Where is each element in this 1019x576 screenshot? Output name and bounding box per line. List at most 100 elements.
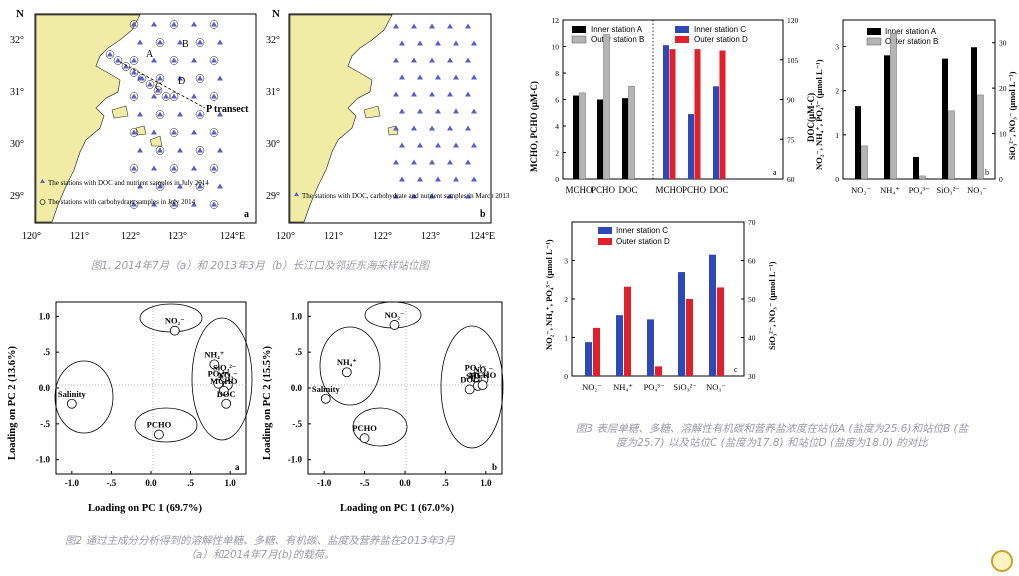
station-marker [417, 176, 423, 182]
station-marker [139, 75, 145, 81]
y-axis-label: Loading on PC 2 (13.6%) [7, 345, 18, 460]
bar [948, 110, 955, 180]
station-ring [155, 110, 165, 119]
point-label: NH₄⁺ [337, 357, 357, 367]
point-label: NO₂⁻ [165, 316, 185, 326]
station-marker [465, 193, 471, 199]
logo-icon [991, 550, 1013, 572]
station-ring [195, 182, 205, 191]
station-marker [435, 176, 441, 182]
tick-label: 2 [835, 87, 839, 96]
tick-label: 70 [748, 218, 756, 227]
panel-letter: a [244, 209, 249, 220]
station-marker [429, 57, 435, 63]
station-marker [177, 183, 183, 189]
station-label-d: D [178, 76, 185, 87]
legend-swatch-d [675, 36, 689, 43]
north-label-b: N [272, 8, 280, 20]
island [363, 105, 381, 119]
station-marker [157, 147, 163, 153]
station-ring [129, 92, 139, 101]
station-marker [171, 165, 177, 171]
y-tick-label: .5 [43, 347, 50, 357]
y-axis-label-right: DOC(μM-C) [806, 93, 816, 142]
station-marker [137, 111, 143, 117]
tick-label: 2 [564, 295, 568, 304]
station-marker [163, 93, 169, 99]
loading-point [154, 429, 164, 440]
lat-label: 30° [10, 139, 24, 150]
station-marker [399, 108, 405, 114]
station-marker [157, 39, 163, 45]
station-marker [191, 201, 197, 207]
station-marker [171, 21, 177, 27]
tick-label: 120 [787, 16, 799, 25]
station-marker [151, 165, 157, 171]
station-marker [131, 129, 137, 135]
legend-label: Inner station C [616, 226, 668, 235]
tick-label: 50 [748, 295, 756, 304]
loading-point [218, 385, 229, 396]
station-marker [447, 57, 453, 63]
bar [719, 50, 726, 179]
station-marker [471, 108, 477, 114]
station-marker [197, 183, 203, 189]
station-marker [131, 57, 137, 63]
point-label: Salinity [312, 384, 341, 394]
station-marker [447, 193, 453, 199]
bar [977, 94, 984, 180]
tick-label: 75 [787, 135, 795, 144]
station-ring [195, 110, 205, 119]
category-label: PCHO [591, 185, 616, 195]
station-ring [169, 128, 179, 137]
station-marker [217, 183, 223, 189]
station-marker [197, 75, 203, 81]
station-marker [137, 39, 143, 45]
tick-label: 1 [564, 334, 568, 343]
fig3-caption: 图3 表层单糖、多糖、溶解性有机碳和营养盐浓度在站位A (盐度为25.6)和站位… [537, 422, 1007, 450]
station-ring [169, 20, 179, 29]
station-ring [113, 56, 123, 65]
station-marker [131, 201, 137, 207]
point-label: NO₂⁻ [385, 310, 405, 320]
category-label: NO₂⁻ [582, 382, 602, 392]
x-tick-label: -.5 [360, 478, 370, 488]
station-marker [157, 183, 163, 189]
island [111, 105, 129, 119]
loading-point [221, 398, 232, 409]
bar [884, 55, 890, 180]
category-label: NO₃⁻ [967, 185, 987, 195]
point-label: NO₃⁻ [474, 364, 494, 374]
station-marker [447, 23, 453, 29]
y-axis-label-left: NO₂⁻, NH₄⁺, PO₄³⁻ (μmol L⁻¹) [544, 239, 554, 350]
legend-text: The stations with DOC, carbohydrate and … [302, 192, 510, 200]
fig2-caption-line: 图2 通过主成分分析得到的溶解性单糖、多糖、有机碳、盐度及营养盐在2013年3月 [65, 535, 455, 547]
x-tick-label: 0.0 [399, 478, 411, 488]
legend-label: Outer station D [694, 35, 748, 44]
station-marker [435, 40, 441, 46]
station-marker [131, 165, 137, 171]
station-marker [429, 193, 435, 199]
station-marker [417, 142, 423, 148]
station-marker [399, 142, 405, 148]
loading-point [213, 378, 224, 389]
point-label: SiO₃²⁻ [466, 371, 489, 381]
loading-point [169, 325, 180, 336]
bar [913, 156, 919, 179]
category-label: DOC [618, 185, 637, 195]
station-marker [197, 147, 203, 153]
legend-swatch-a [867, 28, 881, 35]
station-ring [209, 128, 219, 137]
category-label: PO₄³⁻ [909, 185, 930, 195]
station-marker [217, 75, 223, 81]
station-marker [465, 57, 471, 63]
tick-label: 30 [748, 372, 756, 381]
land-area [289, 14, 393, 223]
loading-point [209, 359, 220, 370]
y-tick-label: -1.0 [288, 455, 303, 465]
legend-swatch-d [598, 238, 612, 245]
station-marker [197, 39, 203, 45]
x-axis-label: Loading on PC 1 (69.7%) [88, 503, 203, 514]
bar [717, 287, 724, 376]
station-marker [171, 129, 177, 135]
